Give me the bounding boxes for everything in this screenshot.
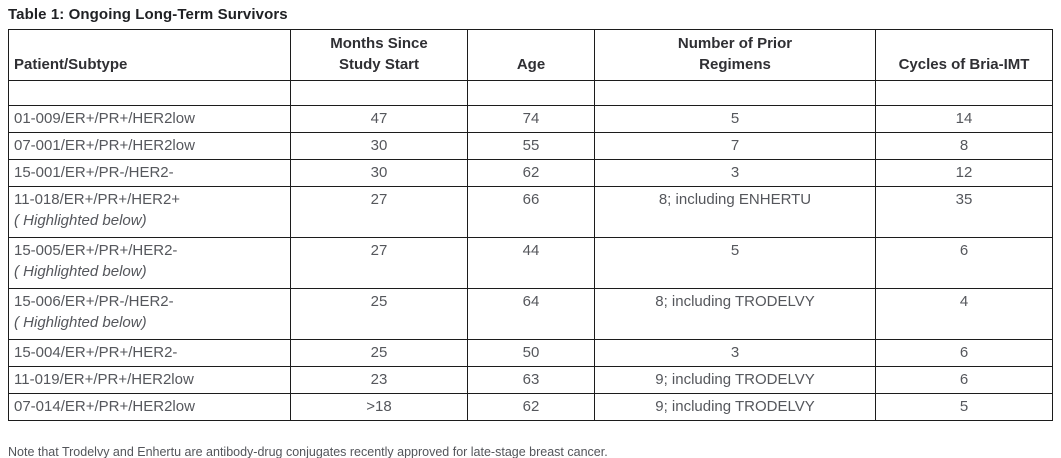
- cycles-cell: 8: [875, 132, 1053, 160]
- age-cell: 62: [467, 393, 595, 421]
- regimens-cell: 9; including TRODELVY: [594, 393, 876, 421]
- regimens-cell: 5: [594, 105, 876, 133]
- spacer-row: [8, 80, 1053, 106]
- cycles-cell: 6: [875, 366, 1053, 394]
- age-cell: 62: [467, 159, 595, 187]
- table-title: Table 1: Ongoing Long-Term Survivors: [8, 6, 288, 23]
- table-row: 15-005/ER+/PR+/HER2- ( Highlighted below…: [8, 237, 1053, 289]
- table-row: 11-018/ER+/PR+/HER2+ ( Highlighted below…: [8, 186, 1053, 238]
- table-row: 11-019/ER+/PR+/HER2low 23 63 9; includin…: [8, 366, 1053, 394]
- cycles-cell: 5: [875, 393, 1053, 421]
- regimens-cell: 3: [594, 339, 876, 367]
- patient-id: 11-018/ER+/PR+/HER2+: [14, 191, 181, 208]
- cycles-cell: 12: [875, 159, 1053, 187]
- survivors-table: Patient/Subtype Months Since Study Start…: [8, 29, 1053, 421]
- patient-subtype-cell: 15-006/ER+/PR-/HER2- ( Highlighted below…: [8, 288, 291, 340]
- months-cell: 23: [290, 366, 468, 394]
- patient-highlight-note: ( Highlighted below): [14, 263, 147, 280]
- table-row: 15-004/ER+/PR+/HER2- 25 50 3 6: [8, 339, 1053, 367]
- months-cell: 25: [290, 288, 468, 340]
- months-cell: 27: [290, 186, 468, 238]
- age-cell: 63: [467, 366, 595, 394]
- patient-subtype-cell: 15-005/ER+/PR+/HER2- ( Highlighted below…: [8, 237, 291, 289]
- regimens-cell: 8; including ENHERTU: [594, 186, 876, 238]
- patient-subtype-cell: 15-001/ER+/PR-/HER2-: [8, 159, 291, 187]
- age-cell: 55: [467, 132, 595, 160]
- cycles-cell: 14: [875, 105, 1053, 133]
- patient-id: 15-005/ER+/PR+/HER2-: [14, 242, 178, 259]
- months-cell: 30: [290, 159, 468, 187]
- column-header-number-of-prior-regimens: Number of Prior Regimens: [594, 29, 876, 81]
- patient-subtype-cell: 11-019/ER+/PR+/HER2low: [8, 366, 291, 394]
- column-header-months-since-study-start: Months Since Study Start: [290, 29, 468, 81]
- patient-subtype-cell: 01-009/ER+/PR+/HER2low: [8, 105, 291, 133]
- patient-highlight-note: ( Highlighted below): [14, 314, 147, 331]
- months-cell: 25: [290, 339, 468, 367]
- months-cell: 27: [290, 237, 468, 289]
- patient-highlight-note: ( Highlighted below): [14, 212, 147, 229]
- regimens-cell: 3: [594, 159, 876, 187]
- months-cell: 30: [290, 132, 468, 160]
- empty-cell: [594, 80, 876, 106]
- age-cell: 74: [467, 105, 595, 133]
- age-cell: 64: [467, 288, 595, 340]
- age-cell: 50: [467, 339, 595, 367]
- cycles-cell: 6: [875, 339, 1053, 367]
- table-row: 15-001/ER+/PR-/HER2- 30 62 3 12: [8, 159, 1053, 187]
- months-cell: >18: [290, 393, 468, 421]
- footnote: Note that Trodelvy and Enhertu are antib…: [8, 445, 608, 458]
- empty-cell: [467, 80, 595, 106]
- regimens-cell: 8; including TRODELVY: [594, 288, 876, 340]
- cycles-cell: 6: [875, 237, 1053, 289]
- patient-subtype-cell: 07-001/ER+/PR+/HER2low: [8, 132, 291, 160]
- regimens-cell: 7: [594, 132, 876, 160]
- cycles-cell: 4: [875, 288, 1053, 340]
- column-header-patient-subtype: Patient/Subtype: [8, 29, 291, 81]
- empty-cell: [8, 80, 291, 106]
- patient-subtype-cell: 07-014/ER+/PR+/HER2low: [8, 393, 291, 421]
- regimens-cell: 9; including TRODELVY: [594, 366, 876, 394]
- age-cell: 66: [467, 186, 595, 238]
- regimens-cell: 5: [594, 237, 876, 289]
- age-cell: 44: [467, 237, 595, 289]
- cycles-cell: 35: [875, 186, 1053, 238]
- table-row: 07-014/ER+/PR+/HER2low >18 62 9; includi…: [8, 393, 1053, 421]
- table-row: 01-009/ER+/PR+/HER2low 47 74 5 14: [8, 105, 1053, 133]
- months-cell: 47: [290, 105, 468, 133]
- column-header-age: Age: [467, 29, 595, 81]
- table-row: 15-006/ER+/PR-/HER2- ( Highlighted below…: [8, 288, 1053, 340]
- empty-cell: [875, 80, 1053, 106]
- column-header-cycles-of-bria-imt: Cycles of Bria-IMT: [875, 29, 1053, 81]
- patient-subtype-cell: 11-018/ER+/PR+/HER2+ ( Highlighted below…: [8, 186, 291, 238]
- patient-id: 15-006/ER+/PR-/HER2-: [14, 293, 174, 310]
- empty-cell: [290, 80, 468, 106]
- table-row: 07-001/ER+/PR+/HER2low 30 55 7 8: [8, 132, 1053, 160]
- patient-subtype-cell: 15-004/ER+/PR+/HER2-: [8, 339, 291, 367]
- table-header-row: Patient/Subtype Months Since Study Start…: [8, 29, 1053, 81]
